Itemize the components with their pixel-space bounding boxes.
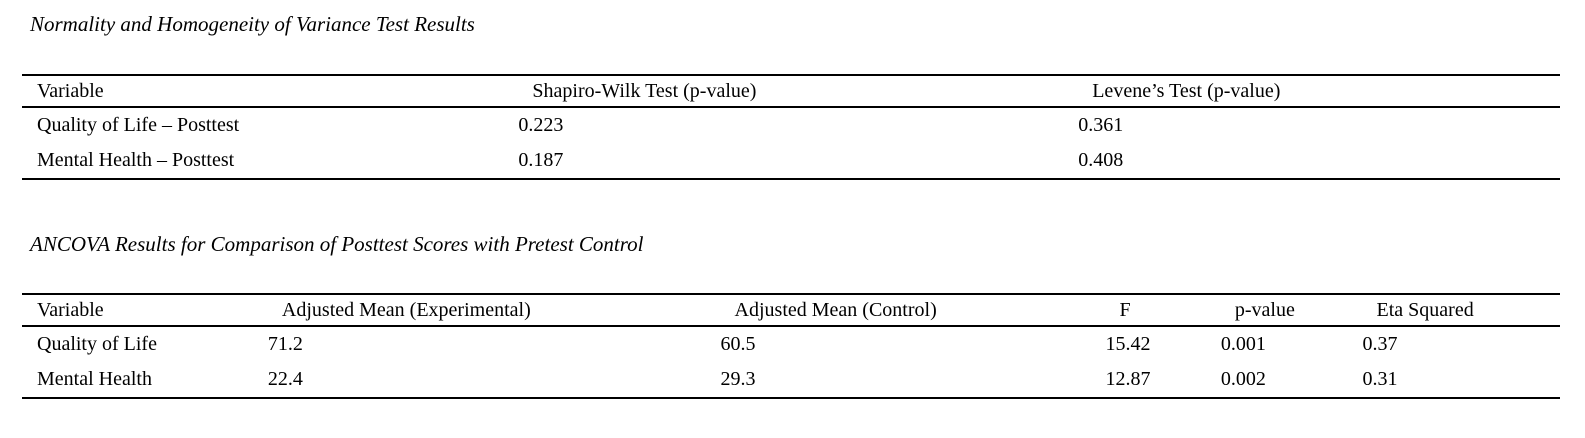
cell-variable: Quality of Life – Posttest — [37, 114, 240, 136]
cell-p-value: 0.002 — [1220, 368, 1266, 390]
column-header-eta-squared: Eta Squared — [1347, 294, 1560, 327]
cell-variable: Mental Health — [37, 368, 152, 390]
cell-eta-squared: 0.37 — [1362, 333, 1398, 355]
cell-p-value: 0.001 — [1220, 333, 1266, 355]
column-header-shapiro-wilk: Shapiro-Wilk Test (p-value) — [503, 75, 1064, 108]
cell-levene-value: 0.408 — [1078, 149, 1124, 171]
table-row: Quality of Life 71.2 60.5 15.42 0.001 0.… — [22, 326, 1560, 362]
ancova-table-body: Quality of Life 71.2 60.5 15.42 0.001 0.… — [22, 326, 1560, 398]
normality-homogeneity-table: Variable Shapiro-Wilk Test (p-value) Lev… — [22, 74, 1560, 180]
column-header-f: F — [1090, 294, 1206, 327]
cell-adjusted-mean-experimental: 71.2 — [267, 333, 303, 355]
table-row: Mental Health 22.4 29.3 12.87 0.002 0.31 — [22, 362, 1560, 398]
column-header-adjusted-mean-control: Adjusted Mean (Control) — [705, 294, 1091, 327]
table-row: Quality of Life – Posttest 0.223 0.361 — [22, 107, 1560, 143]
column-header-variable: Variable — [22, 294, 253, 327]
cell-variable: Quality of Life — [37, 333, 157, 355]
table-row: Mental Health – Posttest 0.187 0.408 — [22, 143, 1560, 179]
cell-adjusted-mean-experimental: 22.4 — [267, 368, 303, 390]
normality-table-header: Variable Shapiro-Wilk Test (p-value) Lev… — [22, 75, 1560, 108]
column-header-adjusted-mean-experimental: Adjusted Mean (Experimental) — [252, 294, 706, 327]
cell-eta-squared: 0.31 — [1362, 368, 1398, 390]
ancova-table-header: Variable Adjusted Mean (Experimental) Ad… — [22, 294, 1560, 327]
column-header-levene: Levene’s Test (p-value) — [1063, 75, 1560, 108]
column-header-p-value: p-value — [1205, 294, 1348, 327]
header-row: Variable Shapiro-Wilk Test (p-value) Lev… — [22, 75, 1560, 108]
cell-levene-value: 0.361 — [1078, 114, 1124, 136]
column-header-variable: Variable — [22, 75, 504, 108]
header-row: Variable Adjusted Mean (Experimental) Ad… — [22, 294, 1560, 327]
normality-table-title: Normality and Homogeneity of Variance Te… — [30, 12, 475, 36]
cell-f-value: 15.42 — [1105, 333, 1151, 355]
cell-adjusted-mean-control: 60.5 — [720, 333, 756, 355]
ancova-results-table: Variable Adjusted Mean (Experimental) Ad… — [22, 293, 1560, 399]
cell-shapiro-value: 0.187 — [518, 149, 564, 171]
cell-adjusted-mean-control: 29.3 — [720, 368, 756, 390]
ancova-table-title: ANCOVA Results for Comparison of Posttes… — [30, 232, 644, 256]
cell-f-value: 12.87 — [1105, 368, 1151, 390]
normality-table-body: Quality of Life – Posttest 0.223 0.361 M… — [22, 107, 1560, 179]
cell-variable: Mental Health – Posttest — [37, 149, 235, 171]
cell-shapiro-value: 0.223 — [518, 114, 564, 136]
